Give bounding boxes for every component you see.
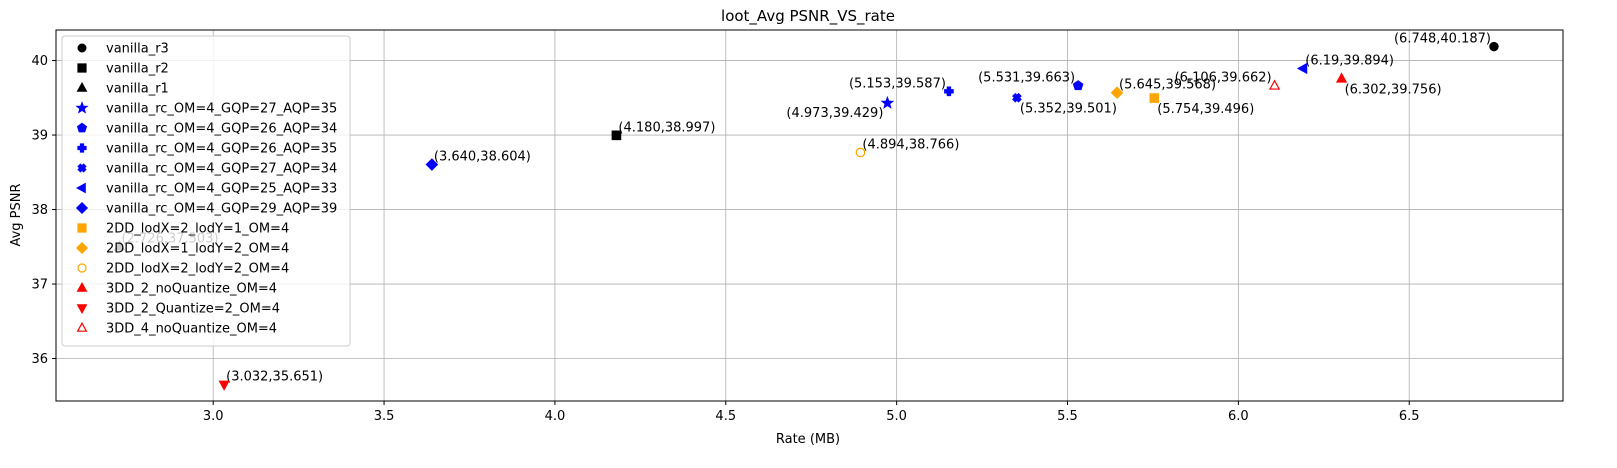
data-label: (3.032,35.651)	[226, 370, 323, 385]
legend-marker	[76, 304, 88, 315]
legend-marker	[76, 281, 88, 292]
legend-marker	[77, 263, 87, 273]
data-point	[855, 147, 866, 158]
legend-label: 3DD_4_noQuantize_OM=4	[106, 322, 277, 337]
data-label: (6.19,39.894)	[1305, 53, 1394, 68]
data-label: (5.153,39.587)	[849, 76, 946, 91]
data-label: (3.640,38.604)	[434, 150, 531, 165]
legend-box	[61, 35, 351, 347]
data-label: (5.754,39.496)	[1157, 102, 1254, 117]
legend-marker	[75, 201, 89, 215]
legend-label: vanilla_rc_OM=4_GQP=26_AQP=34	[106, 122, 337, 137]
data-point	[611, 130, 622, 141]
data-point	[1297, 62, 1308, 75]
y-axis-label: Avg PSNR	[9, 183, 24, 246]
axes: 3.0 3.5 4.0 4.5 5.0 5.5 6.0 6.5 36 37 38 39 40	[31, 54, 1419, 424]
chart-title: loot_Avg PSNR_VS_rate	[721, 7, 895, 26]
legend-label: vanilla_r2	[106, 62, 169, 77]
data-point	[218, 380, 230, 391]
x-tick-label: 6.0	[1228, 409, 1249, 424]
data-label: (4.180,38.997)	[618, 120, 715, 135]
data-point	[1110, 86, 1124, 100]
data-point	[1335, 72, 1348, 83]
x-axis-label: Rate (MB)	[776, 432, 840, 447]
data-point	[880, 95, 895, 109]
y-tick-label: 36	[31, 352, 48, 367]
legend-label: vanilla_rc_OM=4_GQP=29_AQP=39	[106, 202, 337, 217]
legend-label: 2DD_lodX=2_lodY=1_OM=4	[106, 222, 289, 237]
data-points	[113, 41, 1499, 391]
x-tick-label: 6.5	[1399, 409, 1420, 424]
x-tick-label: 5.0	[886, 409, 907, 424]
data-label: (4.973,39.429)	[786, 106, 883, 121]
data-point	[944, 86, 954, 97]
point-labels: (6.748,40.187)(4.180,38.997)(2.726,37.50…	[122, 32, 1491, 385]
legend-marker	[77, 43, 87, 53]
y-tick-label: 39	[31, 129, 48, 144]
y-tick-label: 40	[31, 54, 48, 69]
data-point	[1072, 80, 1084, 91]
legend-marker	[77, 63, 87, 73]
x-tick-label: 4.0	[545, 409, 566, 424]
data-point	[1489, 41, 1499, 52]
data-label: (6.106,39.662)	[1175, 71, 1272, 86]
legend-marker	[77, 163, 87, 173]
data-label: (6.302,39.756)	[1345, 83, 1442, 98]
legend-marker	[77, 143, 87, 153]
data-point	[1149, 93, 1160, 103]
data-label: (6.748,40.187)	[1394, 32, 1491, 47]
y-tick-label: 38	[31, 203, 48, 218]
legend-marker	[76, 321, 88, 332]
data-label: (5.531,39.663)	[978, 71, 1075, 86]
x-tick-label: 3.5	[374, 409, 395, 424]
legend-label: 2DD_lodX=2_lodY=2_OM=4	[106, 262, 289, 277]
legend-label: vanilla_rc_OM=4_GQP=27_AQP=35	[106, 102, 337, 117]
legend-marker	[75, 101, 89, 114]
y-tick-label: 37	[31, 278, 48, 293]
x-tick-label: 3.0	[203, 409, 224, 424]
legend-label: 3DD_2_Quantize=2_OM=4	[106, 302, 280, 317]
legend-marker	[75, 241, 89, 255]
legend-label: vanilla_rc_OM=4_GQP=26_AQP=35	[106, 142, 337, 157]
legend: vanilla_r3 vanilla_r2 vanilla_r1 vanilla_rc…	[61, 35, 351, 347]
legend-label: 3DD_2_noQuantize_OM=4	[106, 282, 277, 297]
x-tick-label: 5.5	[1057, 409, 1078, 424]
data-label: (4.894,38.766)	[862, 137, 959, 152]
legend-label: vanilla_r1	[106, 82, 169, 97]
legend-marker	[76, 122, 88, 133]
legend-marker	[75, 182, 86, 194]
data-label: (5.352,39.501)	[1020, 102, 1117, 117]
legend-label: vanilla_rc_OM=4_GQP=25_AQP=33	[106, 182, 337, 197]
data-point	[1268, 79, 1281, 90]
legend-label: vanilla_rc_OM=4_GQP=27_AQP=34	[106, 162, 337, 177]
x-tick-label: 4.5	[715, 409, 736, 424]
data-point	[425, 158, 439, 171]
data-point	[1012, 92, 1022, 103]
legend-marker	[77, 223, 87, 233]
plot-frame	[55, 29, 1564, 402]
legend-label: 2DD_lodX=1_lodY=2_OM=4	[106, 242, 289, 257]
legend-marker	[76, 81, 88, 92]
data-label: (5.645,39.568)	[1119, 78, 1216, 93]
legend-label: vanilla_r3	[106, 42, 169, 57]
